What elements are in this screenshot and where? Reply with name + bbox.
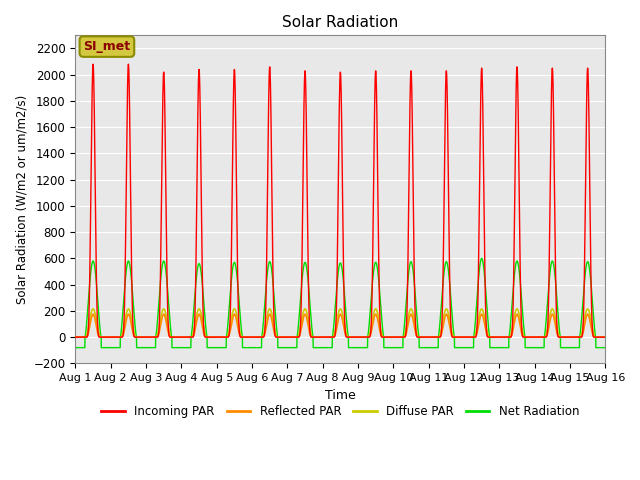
Legend: Incoming PAR, Reflected PAR, Diffuse PAR, Net Radiation: Incoming PAR, Reflected PAR, Diffuse PAR… — [97, 401, 584, 423]
Text: SI_met: SI_met — [83, 40, 131, 53]
Y-axis label: Solar Radiation (W/m2 or um/m2/s): Solar Radiation (W/m2 or um/m2/s) — [15, 95, 28, 304]
X-axis label: Time: Time — [325, 389, 356, 402]
Title: Solar Radiation: Solar Radiation — [282, 15, 399, 30]
